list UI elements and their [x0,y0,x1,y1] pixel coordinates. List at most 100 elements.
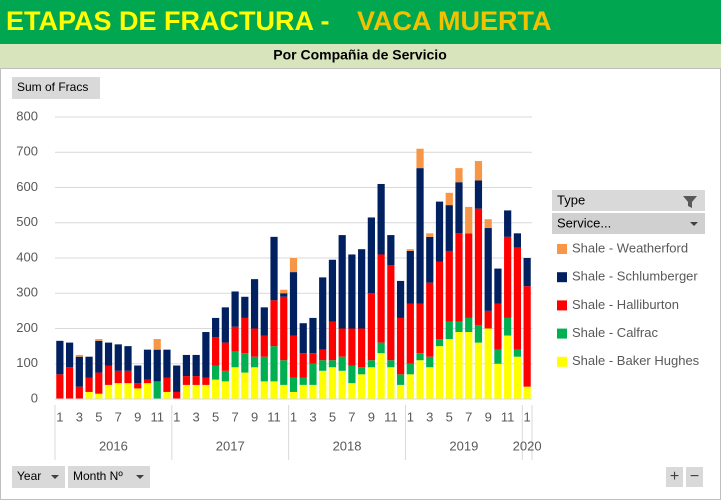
x-tick-label: 7 [231,409,238,424]
bar-segment [416,148,424,169]
bar-segment [406,303,414,364]
bar-segment [455,332,463,399]
x-tick-label: 1 [524,409,531,424]
bar-segment [338,328,346,357]
y-tick-label: 200 [16,320,38,335]
x-tick-label: 7 [348,409,355,424]
bar-segment [75,386,83,399]
bar-segment [474,208,483,325]
bar-segment [435,339,444,347]
bar-segment [319,360,327,371]
bar-segment [134,388,142,399]
bar-segment [426,367,434,399]
bar-segment [163,391,171,399]
bar-segment [66,342,74,368]
bar-segment [270,381,278,399]
title-bar [0,0,721,44]
bar-segment [182,376,191,385]
chart-title: ETAPAS DE FRACTURA - [6,6,330,36]
bar-segment [377,342,385,354]
bar-segment [202,332,210,378]
bar-segment [124,370,132,384]
y-tick-label: 700 [16,144,38,159]
bar-segment [280,296,288,361]
bar-segment [348,328,356,366]
bar-segment [377,254,385,343]
bar-segment [75,354,83,357]
bar-segment [484,228,492,311]
dropdown-arrow [136,475,144,479]
x-tick-label: 5 [95,409,102,424]
bar-segment [260,307,268,336]
bar-segment [143,349,152,380]
bar-segment [455,233,463,322]
zoom-button[interactable] [686,467,703,487]
bar-segment [241,353,249,373]
x-tick-label: 11 [150,409,164,424]
bar-segment [95,339,103,341]
bar-segment [153,339,161,350]
bar-segment [484,310,492,329]
bar-segment [494,363,502,399]
y-tick-label: 0 [31,390,38,405]
bar-segment [173,365,181,392]
legend-label: Shale - Schlumberger [572,269,698,284]
bar-segment [504,335,512,399]
bar-segment [484,328,492,399]
bar-segment [134,383,142,389]
x-tick-label: 9 [368,409,375,424]
bar-segment [289,335,298,378]
bar-segment [280,384,288,399]
zoom-button[interactable] [666,467,683,487]
axis-field-button[interactable] [12,466,65,488]
bar-segment [95,372,103,394]
bar-segment [396,384,405,399]
bar-segment [114,383,122,399]
bar-segment [221,370,229,382]
bar-segment [241,372,249,399]
legend-swatch [557,300,567,311]
bar-segment [173,391,181,399]
chart-title-highlight: VACA MUERTA [357,6,551,36]
legend-swatch [557,244,567,254]
x-tick-label: 1 [173,409,180,424]
axis-field-button[interactable] [68,466,150,488]
bar-segment [406,249,414,251]
legend-field-button[interactable] [552,213,705,234]
bar-segment [396,317,405,375]
bar-segment [445,192,453,206]
bar-segment [192,376,200,385]
x-tick-label: 9 [251,409,258,424]
x-tick-label: 1 [56,409,63,424]
bar-segment [416,360,424,399]
x-tick-label: 11 [384,409,398,424]
bar-segment [494,268,502,304]
bar-segment [465,317,473,333]
x-tick-label: 7 [115,409,122,424]
bar-segment [114,370,122,384]
bar-segment [416,353,424,361]
bar-segment [474,324,483,343]
bar-segment [426,236,434,283]
legend-label: Shale - Baker Hughes [572,353,700,368]
bar-segment [455,168,463,183]
bar-segment [367,293,375,361]
value-button[interactable] [12,77,100,99]
bar-segment [406,250,414,304]
bar-segment [250,356,259,368]
bar-segment [104,342,113,366]
bar-segment [484,219,492,229]
bar-segment [445,250,453,322]
bar-segment [250,279,259,329]
x-tick-label: 7 [465,409,472,424]
legend-header-button[interactable] [552,190,705,211]
bar-segment [348,383,356,399]
bar-segment [426,233,434,237]
legend-label: Shale - Weatherford [572,240,688,255]
bar-segment [445,321,453,340]
bar-segment [319,349,327,361]
bar-segment [328,360,337,368]
bar-segment [182,384,191,399]
x-tick-label: 11 [501,409,515,424]
bar-segment [241,296,249,318]
